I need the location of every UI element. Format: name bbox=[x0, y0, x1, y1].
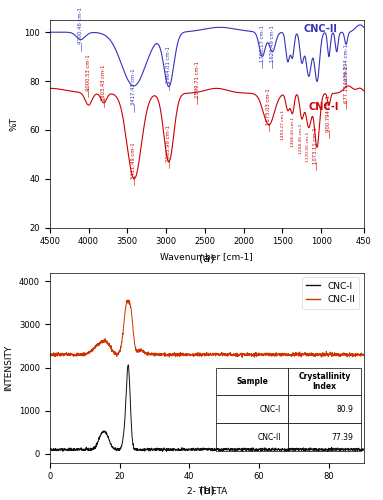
Text: 1368.43 cm-1: 1368.43 cm-1 bbox=[291, 117, 295, 147]
Text: (b): (b) bbox=[199, 486, 215, 496]
Text: 1170.05 cm-1: 1170.05 cm-1 bbox=[306, 132, 310, 162]
Text: 1629.49 cm-1: 1629.49 cm-1 bbox=[270, 24, 275, 62]
Text: 2599.71 cm-1: 2599.71 cm-1 bbox=[195, 61, 200, 98]
Legend: CNC-I, CNC-II: CNC-I, CNC-II bbox=[302, 277, 359, 308]
X-axis label: 2- THETA: 2- THETA bbox=[187, 487, 227, 496]
X-axis label: Wavenumber [cm-1]: Wavenumber [cm-1] bbox=[160, 252, 253, 261]
Text: 2965.99 cm-1: 2965.99 cm-1 bbox=[166, 124, 171, 162]
Y-axis label: INTENSITY: INTENSITY bbox=[4, 344, 13, 391]
Text: 4000.53 cm-1: 4000.53 cm-1 bbox=[86, 54, 91, 91]
Text: 677.154 cm-1: 677.154 cm-1 bbox=[344, 66, 349, 103]
Text: 900.794 cm-1: 900.794 cm-1 bbox=[326, 96, 331, 132]
Text: 1258.45 cm-1: 1258.45 cm-1 bbox=[299, 124, 303, 154]
Text: CNC-II: CNC-II bbox=[303, 24, 337, 34]
Text: (a): (a) bbox=[199, 254, 214, 264]
Text: 1675.03 cm-1: 1675.03 cm-1 bbox=[266, 88, 272, 125]
Text: CNC-I: CNC-I bbox=[308, 102, 339, 113]
Text: 1493.27 cm-1: 1493.27 cm-1 bbox=[281, 110, 285, 140]
Y-axis label: %T: %T bbox=[10, 116, 19, 130]
Text: 4100.46 cm-1: 4100.46 cm-1 bbox=[78, 8, 83, 44]
Text: 679.094 cm-1: 679.094 cm-1 bbox=[344, 44, 349, 81]
Text: 2964.01 cm-1: 2964.01 cm-1 bbox=[166, 46, 172, 84]
Text: 1073.11 cm-1: 1073.11 cm-1 bbox=[313, 128, 318, 164]
Text: 3417.43 cm-1: 3417.43 cm-1 bbox=[131, 69, 136, 106]
Text: 3803.43 cm-1: 3803.43 cm-1 bbox=[101, 64, 106, 100]
Text: 3411.49 cm-1: 3411.49 cm-1 bbox=[131, 142, 136, 178]
Text: 1760.17 cm-1: 1760.17 cm-1 bbox=[260, 24, 265, 62]
